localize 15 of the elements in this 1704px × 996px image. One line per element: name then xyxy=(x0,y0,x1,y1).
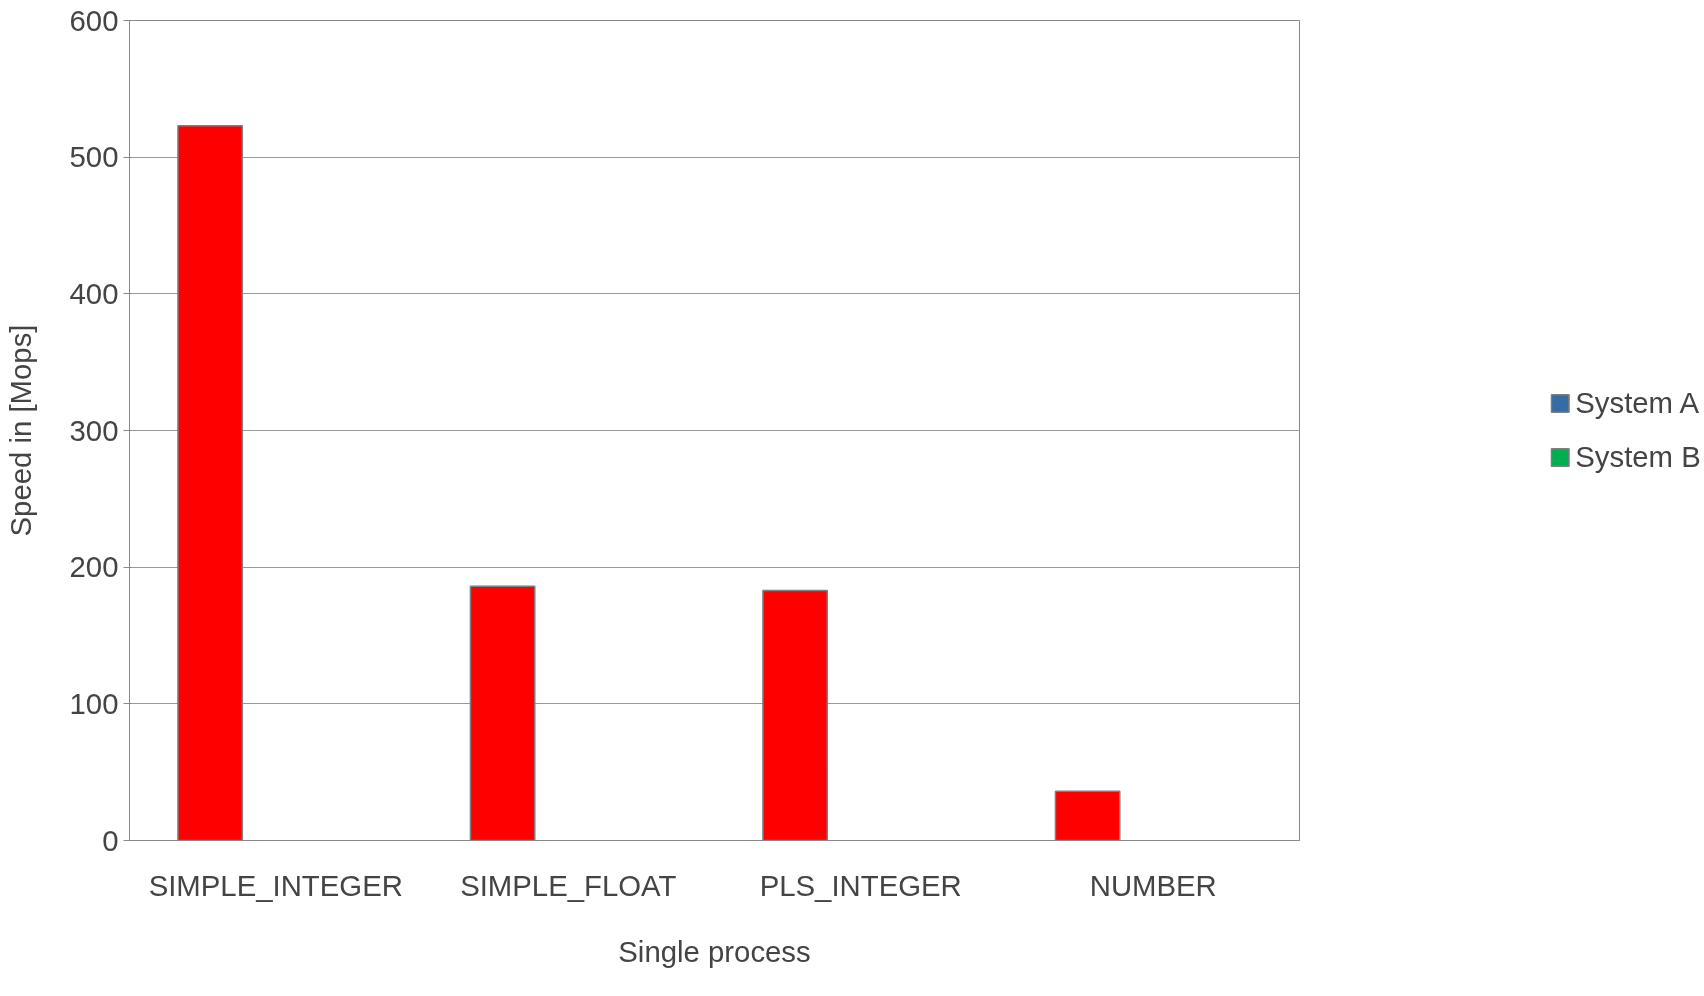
x-tick-label: PLS_INTEGER xyxy=(759,868,962,902)
y-axis-title: Speed in [Mops] xyxy=(3,324,37,537)
x-tick-label: SIMPLE_FLOAT xyxy=(460,868,677,902)
y-tick-label: 500 xyxy=(69,140,119,174)
legend-label: System B xyxy=(1575,440,1701,474)
x-tick-label: NUMBER xyxy=(1089,868,1217,902)
y-tick-label: 200 xyxy=(69,550,119,584)
y-tick-label: 300 xyxy=(69,413,119,447)
x-axis-title: Single process xyxy=(618,934,811,968)
y-tick-label: 100 xyxy=(69,686,119,720)
y-tick-label: 400 xyxy=(69,276,119,310)
legend-label: System A xyxy=(1575,386,1700,420)
x-tick-label: SIMPLE_INTEGER xyxy=(148,868,403,902)
y-tick-label: 0 xyxy=(102,823,119,857)
y-tick-label: 600 xyxy=(69,3,119,37)
